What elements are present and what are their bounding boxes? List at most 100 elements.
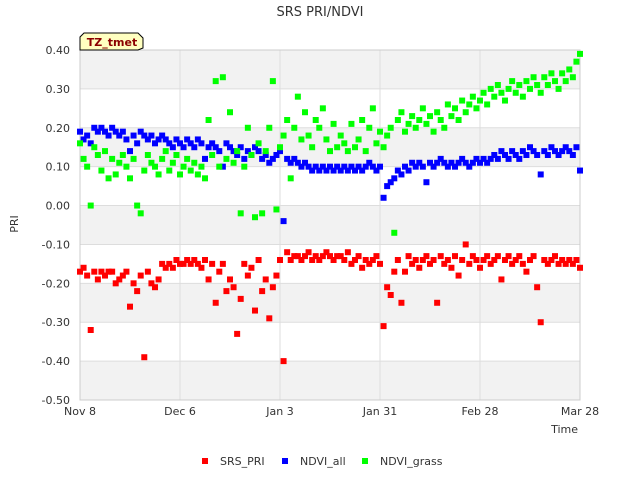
data-point [269, 155, 276, 162]
data-point [230, 284, 237, 291]
data-point [130, 132, 137, 139]
data-point [498, 276, 505, 283]
data-point [548, 257, 555, 263]
data-point [516, 82, 523, 88]
data-point [98, 167, 105, 174]
data-point [137, 210, 144, 217]
plot-band [80, 127, 580, 167]
data-point [373, 167, 380, 174]
data-point [259, 210, 266, 217]
data-point [102, 272, 108, 279]
data-point [541, 148, 548, 155]
data-point [523, 268, 530, 275]
data-point [459, 97, 466, 104]
data-point [255, 257, 262, 263]
data-point [130, 155, 137, 162]
data-point [227, 276, 233, 283]
data-point [127, 148, 133, 155]
data-point [459, 155, 466, 162]
data-point [123, 163, 130, 170]
data-point [341, 163, 348, 170]
data-point [494, 82, 501, 88]
data-point [537, 319, 544, 326]
data-point [105, 268, 112, 275]
data-point [494, 253, 501, 260]
data-point [334, 144, 341, 151]
data-point [466, 260, 473, 267]
data-point [159, 260, 166, 267]
data-point [423, 120, 430, 127]
data-point [177, 140, 183, 147]
data-point [205, 144, 212, 151]
data-point [323, 136, 330, 143]
data-point [534, 152, 541, 158]
legend-label: NDVI_all [300, 455, 346, 468]
data-point [469, 159, 476, 166]
data-point [319, 253, 326, 260]
data-point [227, 109, 233, 116]
data-point [530, 74, 537, 81]
y-tick-label: -0.30 [42, 316, 70, 329]
data-point [505, 253, 512, 260]
data-point [305, 132, 312, 139]
data-point [487, 260, 494, 267]
data-point [409, 159, 416, 166]
data-point [191, 257, 198, 263]
data-point [180, 144, 187, 151]
data-point [273, 206, 280, 213]
data-point [484, 253, 491, 260]
data-point [177, 260, 183, 267]
data-point [298, 163, 305, 170]
data-point [423, 253, 430, 260]
data-point [269, 284, 276, 291]
data-point [284, 117, 291, 123]
station-badge-label: TZ_tmet [87, 36, 137, 49]
data-point [209, 140, 216, 147]
data-point [119, 152, 126, 158]
data-point [273, 152, 280, 158]
data-point [105, 175, 112, 182]
data-point [287, 257, 294, 263]
data-point [366, 260, 373, 267]
data-point [498, 89, 505, 96]
data-point [105, 132, 112, 139]
data-point [355, 253, 362, 260]
y-tick-label: -0.40 [42, 355, 70, 368]
data-point [369, 257, 376, 263]
x-tick-label: Mar 28 [561, 405, 599, 418]
data-point [127, 175, 133, 182]
data-point [519, 260, 526, 267]
data-point [469, 253, 476, 260]
data-point [80, 155, 87, 162]
data-point [405, 120, 412, 127]
data-point [162, 264, 169, 271]
data-point [366, 124, 373, 131]
data-point [541, 257, 548, 263]
data-point [391, 229, 398, 236]
data-point [137, 272, 144, 279]
plot-bands [80, 50, 580, 400]
data-point [219, 163, 226, 170]
data-point [169, 264, 176, 271]
data-point [402, 128, 408, 135]
data-point [462, 159, 469, 166]
y-axis-title: PRI [8, 215, 21, 233]
data-point [473, 105, 480, 112]
data-point [309, 257, 316, 263]
data-point [91, 268, 98, 275]
data-point [352, 144, 358, 151]
data-point [384, 183, 391, 190]
data-point [334, 163, 341, 170]
data-point [144, 152, 151, 158]
chart-title: SRS PRI/NDVI [277, 5, 364, 20]
data-point [569, 74, 576, 81]
data-point [87, 140, 94, 147]
data-point [216, 163, 223, 170]
data-point [84, 132, 91, 139]
data-point [334, 253, 341, 260]
x-tick-label: Feb 28 [462, 405, 499, 418]
data-point [484, 159, 491, 166]
data-point [412, 257, 419, 263]
data-point [566, 148, 573, 155]
data-point [466, 101, 473, 108]
